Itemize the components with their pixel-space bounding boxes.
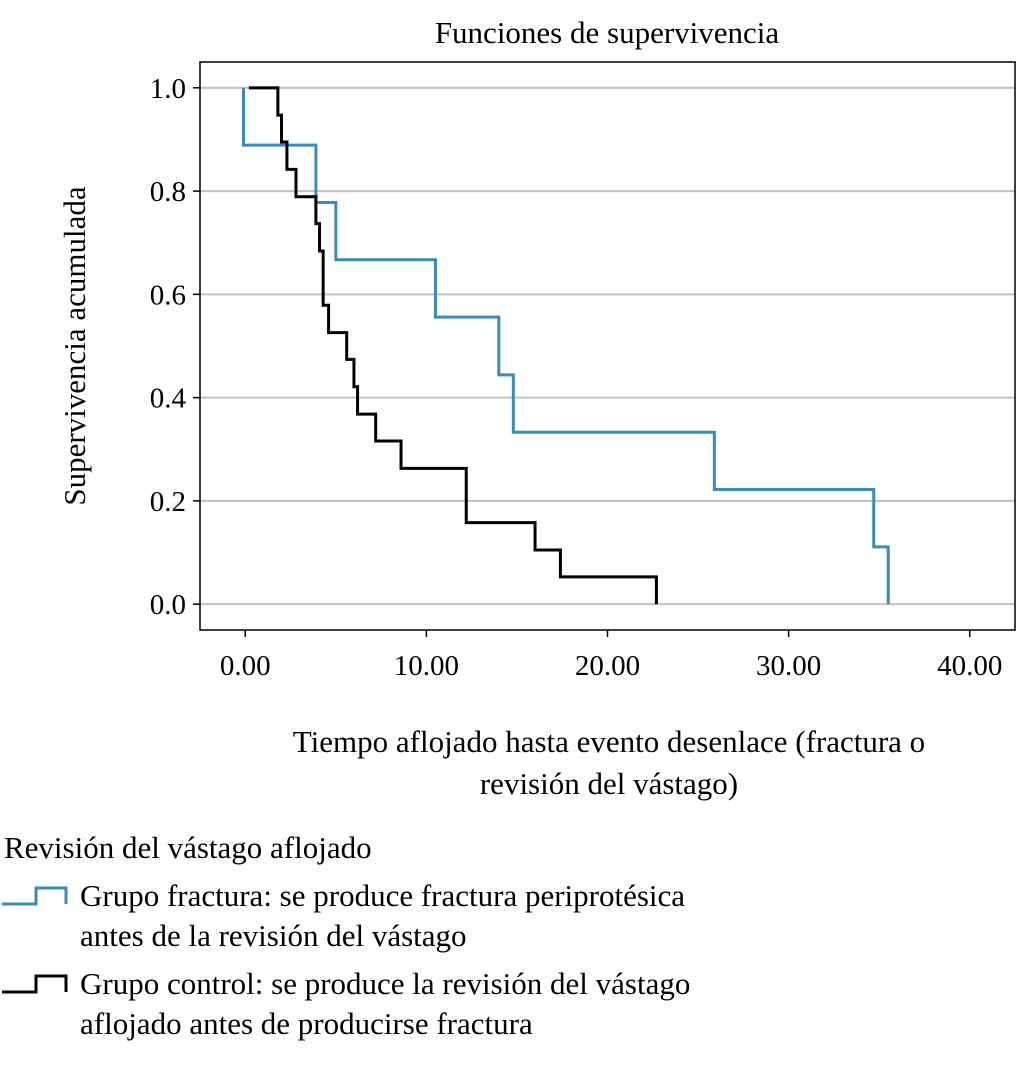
legend-title: Revisión del vástago aflojado (4, 830, 372, 865)
x-tick-label: 30.00 (756, 650, 821, 682)
legend-item-fractura: Grupo fractura: se produce fractura peri… (0, 876, 690, 956)
series-control-line (248, 86, 658, 605)
y-tick-label: 0.4 (150, 383, 187, 415)
y-axis-label: Supervivencia acumulada (57, 186, 92, 506)
legend-step-marker-black (2, 974, 68, 994)
x-tick-label: 40.00 (937, 650, 1002, 682)
plot-frame (199, 61, 1016, 631)
y-tick-label: 1.0 (150, 73, 186, 105)
chart-title: Funciones de supervivencia (435, 15, 780, 50)
x-tick-label: 0.00 (220, 650, 271, 682)
x-tick-label: 10.00 (394, 650, 459, 682)
legend-item-control: Grupo control: se produce la revisión de… (0, 964, 690, 1044)
y-tick-label: 0.2 (150, 486, 186, 518)
legend-label: Grupo fractura: se produce fractura peri… (80, 878, 686, 913)
x-axis-label-line-1: Tiempo aflojado hasta evento desenlace (… (293, 724, 925, 759)
series-fractura-line (241, 87, 890, 605)
legend: Revisión del vástago aflojado Grupo frac… (0, 828, 690, 1044)
x-tick-label: 20.00 (575, 650, 640, 682)
legend-label: Grupo control: se produce la revisión de… (80, 966, 691, 1001)
y-tick-label: 0.8 (150, 176, 186, 208)
legend-step-marker-blue (2, 886, 68, 906)
legend-label: antes de la revisión del vástago (80, 918, 467, 953)
y-tick-label: 0.6 (150, 279, 186, 311)
survival-chart: Funciones de supervivencia 0.00 10.00 20.0… (57, 15, 1016, 801)
legend-label: aflojado antes de producirse fractura (80, 1006, 533, 1041)
x-axis-label-line-2: revisión del vástago) (480, 766, 738, 801)
y-tick-label: 0.0 (150, 589, 186, 621)
